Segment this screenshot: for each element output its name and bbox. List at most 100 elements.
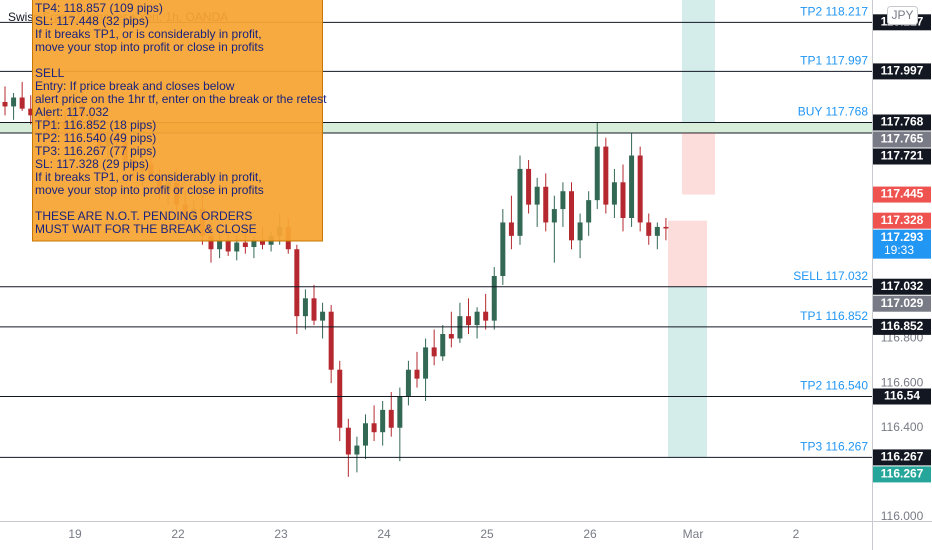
- currency-badge: [887, 6, 918, 25]
- zone: [0, 122, 872, 133]
- note-line: THESE ARE N.O.T. PENDING ORDERS: [35, 209, 252, 223]
- candle-body: [225, 240, 231, 252]
- price-label: 116.267: [881, 450, 924, 464]
- candle-body: [337, 369, 343, 428]
- price-label: 117.293: [881, 230, 924, 244]
- note-line: alert price on the 1hr tf, enter on the …: [35, 92, 327, 106]
- level-label: SELL 117.032: [793, 269, 868, 283]
- x-tick-label: 2: [793, 527, 800, 541]
- price-label: 117.029: [881, 296, 924, 310]
- price-label-bg: [873, 466, 931, 483]
- candle-body: [2, 101, 8, 107]
- candle-body: [345, 427, 351, 455]
- level-label: TP2 118.217: [800, 4, 868, 18]
- note-line: TP3: 116.267 (77 pips): [35, 144, 156, 158]
- candle-body: [474, 311, 480, 326]
- candle-body: [560, 191, 566, 210]
- price-label-bg: [873, 318, 931, 335]
- price-label: 116.54: [884, 389, 920, 403]
- position-stop: [668, 220, 707, 287]
- candle-body: [646, 222, 652, 236]
- price-label-bg: [873, 63, 931, 80]
- candle-body: [611, 182, 617, 205]
- price-label-bg: [873, 148, 931, 165]
- candle-body: [594, 146, 600, 201]
- position-target: [668, 286, 707, 458]
- candle-body: [448, 334, 454, 339]
- candle-body: [586, 200, 592, 223]
- candle-body: [251, 240, 257, 248]
- candle-body: [526, 168, 532, 205]
- candle-body: [534, 186, 540, 205]
- candle-body: [440, 334, 446, 357]
- candle-body: [311, 298, 317, 321]
- x-tick-label: 26: [583, 527, 597, 541]
- note-line: MUST WAIT FOR THE BREAK & CLOSE: [35, 222, 257, 236]
- note-line: If it breaks TP1, or is considerably in …: [35, 170, 262, 184]
- candle-body: [397, 396, 403, 428]
- candle-body: [328, 311, 334, 370]
- candle-body: [517, 168, 523, 236]
- candle-body: [423, 347, 429, 379]
- candle-body: [603, 146, 609, 205]
- x-tick-label: 22: [171, 527, 185, 541]
- candle-body: [629, 155, 635, 218]
- candle-body: [466, 316, 471, 326]
- note-line: Entry: If price break and closes below: [35, 79, 235, 93]
- price-label: 117.445: [881, 187, 924, 201]
- y-tick-label: 116.000: [881, 509, 924, 523]
- candle-body: [260, 240, 265, 245]
- candle-body: [11, 97, 17, 107]
- price-label: 116.852: [881, 319, 924, 333]
- candle-body: [543, 186, 549, 223]
- candle-body: [28, 108, 34, 116]
- note-box: [32, 0, 323, 242]
- candle-body: [654, 226, 660, 236]
- candle-body: [354, 445, 360, 455]
- candle-body: [569, 191, 574, 241]
- level-label: TP1 116.852: [800, 309, 868, 323]
- position-stop: [682, 132, 715, 195]
- price-label-bg: [873, 295, 931, 312]
- price-label-bg: [873, 278, 931, 295]
- price-label: 117.997: [881, 64, 924, 78]
- price-label-bg: [873, 449, 931, 466]
- note-line: move your stop into profit or close in p…: [35, 40, 264, 54]
- candle-body: [551, 209, 557, 223]
- x-tick-label: 23: [274, 527, 288, 541]
- candle-body: [414, 369, 420, 379]
- price-label: 117.032: [881, 279, 924, 293]
- candle-body: [620, 182, 626, 218]
- note-line: TP4: 118.857 (109 pips): [35, 1, 163, 15]
- candle-body: [508, 222, 514, 236]
- price-label: 117.768: [881, 115, 924, 129]
- candle-body: [637, 155, 643, 223]
- currency: JPY: [891, 8, 913, 22]
- candle-body: [431, 347, 437, 357]
- x-tick-label: 25: [480, 527, 494, 541]
- price-label: 117.721: [881, 149, 924, 163]
- candle-body: [405, 369, 411, 397]
- candle-body: [483, 311, 489, 321]
- candle-body: [242, 242, 248, 248]
- note-line: move your stop into profit or close in p…: [35, 183, 264, 197]
- note-line: Alert: 117.032: [35, 105, 109, 119]
- level-label: TP3 116.267: [800, 440, 868, 454]
- note-line: SELL: [35, 66, 65, 80]
- y-tick-label: 116.400: [881, 420, 924, 434]
- level-label: TP1 117.997: [800, 54, 868, 68]
- level-label: TP2 116.540: [800, 379, 868, 393]
- price-label: 117.328: [881, 213, 924, 227]
- candle-body: [19, 97, 25, 109]
- candle-body: [294, 249, 300, 317]
- candle-body: [577, 222, 583, 241]
- candle-body: [380, 409, 386, 433]
- note-line: SL: 117.328 (29 pips): [35, 157, 149, 171]
- price-label: 117.765: [881, 132, 924, 146]
- candle-body: [500, 222, 506, 277]
- position-target: [682, 0, 715, 123]
- note-line: TP1: 116.852 (18 pips): [35, 118, 156, 132]
- candle-body: [363, 423, 368, 446]
- candle-body: [320, 311, 326, 321]
